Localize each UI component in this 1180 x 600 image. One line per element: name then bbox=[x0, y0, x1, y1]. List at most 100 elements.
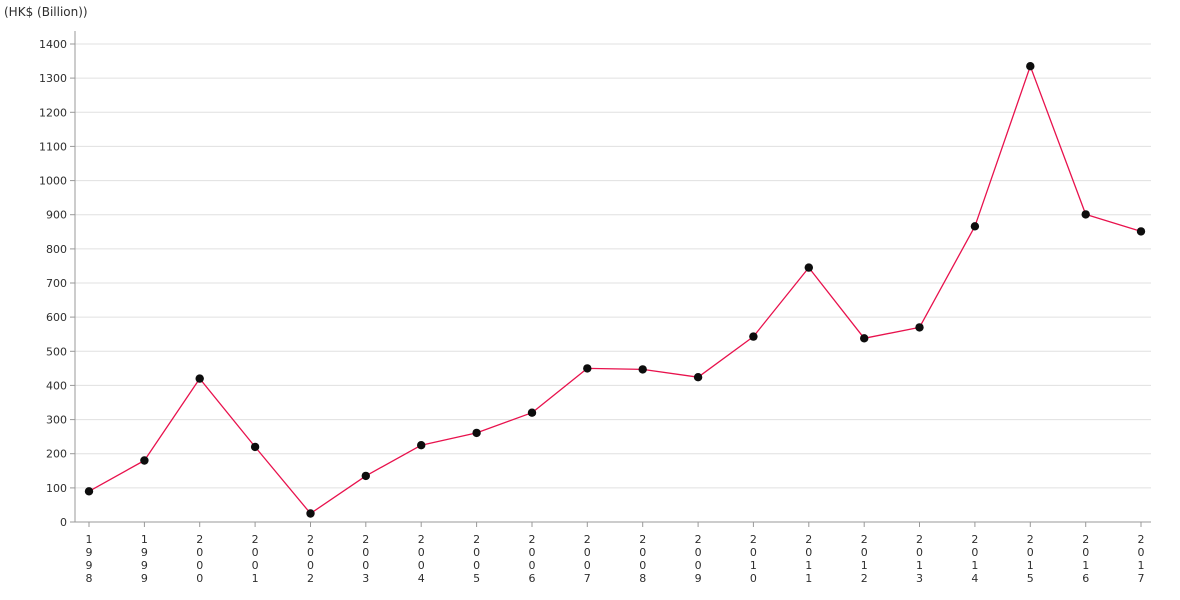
x-tick-label-digit: 5 bbox=[473, 572, 480, 585]
x-tick-label-digit: 0 bbox=[252, 559, 259, 572]
y-tick-label: 200 bbox=[46, 448, 67, 461]
x-tick-label-digit: 0 bbox=[362, 546, 369, 559]
x-tick-label-digit: 0 bbox=[639, 546, 646, 559]
x-tick-label-digit: 6 bbox=[1082, 572, 1089, 585]
x-tick-label-digit: 2 bbox=[971, 533, 978, 546]
x-tick-label-digit: 2 bbox=[196, 533, 203, 546]
x-tick-label-digit: 9 bbox=[695, 572, 702, 585]
x-tick-label-digit: 9 bbox=[141, 559, 148, 572]
x-tick-label-digit: 2 bbox=[861, 572, 868, 585]
x-tick-label-digit: 1 bbox=[805, 559, 812, 572]
x-tick-label-digit: 0 bbox=[639, 559, 646, 572]
x-tick-label-digit: 9 bbox=[141, 572, 148, 585]
x-tick-label-digit: 0 bbox=[584, 559, 591, 572]
x-tick-label-digit: 2 bbox=[1027, 533, 1034, 546]
x-tick-label-digit: 0 bbox=[473, 559, 480, 572]
x-tick-label-digit: 2 bbox=[916, 533, 923, 546]
x-tick-label-digit: 0 bbox=[805, 546, 812, 559]
x-tick-label-digit: 0 bbox=[418, 559, 425, 572]
data-point bbox=[361, 471, 370, 481]
y-tick-label: 800 bbox=[46, 243, 67, 256]
x-tick-label-digit: 2 bbox=[584, 533, 591, 546]
x-tick-label-digit: 0 bbox=[196, 559, 203, 572]
y-tick-label: 1300 bbox=[39, 72, 67, 85]
x-tick-label-digit: 2 bbox=[1082, 533, 1089, 546]
x-tick-label-digit: 2 bbox=[418, 533, 425, 546]
x-tick-label-digit: 1 bbox=[1082, 559, 1089, 572]
y-tick-label: 0 bbox=[60, 516, 67, 529]
x-tick-label-digit: 1 bbox=[750, 559, 757, 572]
x-tick-label-digit: 2 bbox=[639, 533, 646, 546]
x-tick-label-digit: 0 bbox=[750, 546, 757, 559]
y-tick-label: 100 bbox=[46, 482, 67, 495]
x-tick-label-digit: 1 bbox=[916, 559, 923, 572]
x-tick-label-digit: 2 bbox=[252, 533, 259, 546]
x-tick-label-digit: 0 bbox=[473, 546, 480, 559]
x-tick-label-digit: 1 bbox=[1027, 559, 1034, 572]
x-tick-label-digit: 8 bbox=[639, 572, 646, 585]
x-tick-label-digit: 4 bbox=[418, 572, 425, 585]
data-point bbox=[527, 408, 537, 417]
data-point bbox=[693, 373, 703, 382]
x-tick-label-digit: 0 bbox=[529, 546, 536, 559]
x-tick-label-digit: 0 bbox=[1082, 546, 1089, 559]
data-point bbox=[472, 428, 481, 438]
data-point bbox=[860, 334, 869, 343]
x-tick-label-digit: 9 bbox=[86, 546, 93, 559]
x-tick-label-digit: 1 bbox=[141, 533, 148, 546]
x-tick-label-digit: 0 bbox=[418, 546, 425, 559]
y-tick-label: 1200 bbox=[39, 106, 67, 119]
data-point bbox=[417, 441, 426, 450]
data-point bbox=[140, 456, 149, 465]
y-axis-title: (HK$ (Billion)) bbox=[4, 5, 88, 19]
x-tick-label-digit: 2 bbox=[750, 533, 757, 546]
y-tick-label: 900 bbox=[46, 209, 67, 222]
x-tick-label-digit: 8 bbox=[86, 572, 93, 585]
x-tick-label-digit: 0 bbox=[1027, 546, 1034, 559]
x-tick-label-digit: 7 bbox=[1138, 572, 1145, 585]
data-point bbox=[84, 487, 94, 496]
x-tick-label-digit: 2 bbox=[861, 533, 868, 546]
x-tick-label-digit: 1 bbox=[86, 533, 93, 546]
x-tick-label-digit: 0 bbox=[307, 546, 314, 559]
x-tick-label-digit: 0 bbox=[971, 546, 978, 559]
x-tick-label-digit: 9 bbox=[141, 546, 148, 559]
x-tick-label-digit: 2 bbox=[307, 533, 314, 546]
x-tick-label-digit: 3 bbox=[362, 572, 369, 585]
x-tick-label-digit: 1 bbox=[805, 572, 812, 585]
data-point bbox=[1081, 210, 1090, 219]
x-tick-label-digit: 4 bbox=[971, 572, 978, 585]
y-tick-label: 1000 bbox=[39, 175, 67, 188]
x-tick-label-digit: 2 bbox=[1138, 533, 1145, 546]
data-point bbox=[749, 332, 758, 341]
x-tick-label-digit: 0 bbox=[196, 572, 203, 585]
x-tick-label-digit: 2 bbox=[529, 533, 536, 546]
y-tick-label: 500 bbox=[46, 345, 67, 358]
x-tick-label-digit: 2 bbox=[695, 533, 702, 546]
x-tick-label-digit: 0 bbox=[529, 559, 536, 572]
data-point bbox=[195, 374, 204, 383]
x-tick-label-digit: 5 bbox=[1027, 572, 1034, 585]
y-tick-label: 400 bbox=[46, 379, 67, 392]
x-tick-label-digit: 7 bbox=[584, 572, 591, 585]
x-tick-label-digit: 0 bbox=[916, 546, 923, 559]
x-tick-label-digit: 3 bbox=[916, 572, 923, 585]
x-tick-label-digit: 6 bbox=[529, 572, 536, 585]
data-point bbox=[250, 442, 260, 452]
x-tick-label-digit: 0 bbox=[362, 559, 369, 572]
x-tick-label-digit: 0 bbox=[584, 546, 591, 559]
x-tick-label-digit: 0 bbox=[861, 546, 868, 559]
y-tick-label: 1400 bbox=[39, 38, 67, 51]
x-tick-label-digit: 0 bbox=[695, 546, 702, 559]
x-tick-label-digit: 1 bbox=[252, 572, 259, 585]
x-tick-label-digit: 1 bbox=[971, 559, 978, 572]
x-tick-label-digit: 9 bbox=[86, 559, 93, 572]
data-point bbox=[306, 509, 315, 518]
x-tick-label-digit: 1 bbox=[861, 559, 868, 572]
data-point bbox=[970, 222, 980, 231]
data-line bbox=[88, 65, 1142, 515]
data-point bbox=[1026, 61, 1035, 71]
x-tick-label-digit: 1 bbox=[1138, 559, 1145, 572]
